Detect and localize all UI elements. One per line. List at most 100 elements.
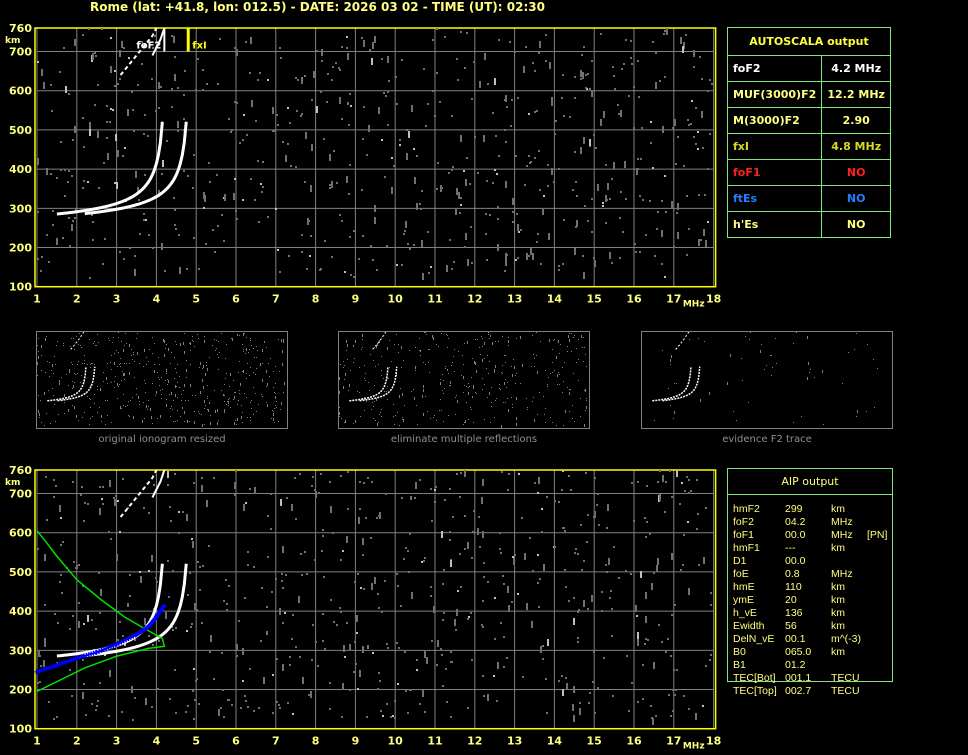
noise-dot	[665, 481, 667, 483]
noise-dot	[136, 338, 137, 339]
noise-dot	[605, 195, 607, 202]
noise-dot	[114, 381, 115, 382]
noise-dot	[99, 407, 100, 408]
noise-dot	[183, 118, 185, 120]
aip-cell: B0	[733, 646, 746, 658]
noise-dot	[165, 612, 167, 619]
noise-dot	[120, 406, 121, 409]
noise-dot	[221, 333, 222, 334]
noise-dot	[453, 261, 455, 263]
noise-dot	[297, 79, 299, 81]
noise-dot	[578, 339, 579, 340]
noise-dot	[152, 383, 153, 384]
noise-dot	[479, 546, 481, 548]
noise-dot	[415, 482, 417, 489]
param-label: fxI	[726, 133, 823, 160]
noise-dot	[517, 593, 519, 595]
noise-dot	[183, 170, 185, 172]
noise-dot	[568, 475, 570, 477]
noise-dot	[544, 414, 545, 415]
noise-dot	[84, 412, 85, 413]
noise-dot	[225, 579, 227, 581]
noise-dot	[709, 392, 710, 395]
noise-dot	[64, 394, 65, 397]
param-label: M(3000)F2	[726, 107, 823, 134]
noise-dot	[653, 572, 655, 574]
noise-dot	[528, 155, 530, 157]
noise-dot	[333, 621, 335, 623]
noise-dot	[158, 82, 160, 89]
noise-dot	[107, 415, 108, 416]
noise-dot	[139, 233, 141, 235]
noise-dot	[340, 559, 342, 561]
noise-dot	[92, 239, 94, 241]
x-tick-label: 2	[73, 735, 81, 748]
noise-dot	[415, 370, 416, 371]
noise-dot	[103, 381, 104, 382]
noise-dot	[116, 554, 118, 561]
noise-dot	[315, 641, 317, 643]
noise-dot	[218, 709, 220, 716]
aip-cell: 002.7	[785, 685, 812, 697]
noise-dot	[177, 397, 178, 398]
noise-dot	[226, 609, 228, 611]
noise-dot	[251, 100, 253, 107]
noise-dot	[267, 383, 268, 386]
noise-dot	[443, 612, 445, 614]
noise-dot	[261, 587, 263, 589]
noise-dot	[450, 381, 451, 384]
noise-dot	[278, 421, 279, 422]
noise-dot	[220, 707, 222, 709]
noise-dot	[393, 165, 395, 167]
noise-dot	[594, 260, 596, 267]
noise-dot	[650, 142, 652, 144]
noise-dot	[272, 130, 274, 132]
noise-dot	[348, 124, 350, 126]
noise-dot	[609, 252, 611, 259]
noise-dot	[312, 624, 314, 626]
aip-cell: hmF1	[733, 542, 760, 554]
noise-dot	[583, 137, 585, 144]
noise-dot	[321, 60, 323, 62]
noise-dot	[655, 715, 657, 717]
noise-dot	[451, 365, 452, 366]
noise-dot	[115, 376, 116, 377]
noise-dot	[45, 338, 46, 341]
noise-dot	[174, 357, 175, 358]
noise-dot	[532, 570, 534, 572]
noise-dot	[62, 237, 64, 239]
noise-dot	[122, 371, 123, 372]
noise-dot	[186, 514, 188, 521]
noise-dot	[646, 485, 648, 487]
noise-dot	[273, 411, 274, 412]
noise-dot	[637, 632, 639, 639]
noise-dot	[110, 66, 112, 73]
noise-dot	[395, 415, 396, 416]
aip-cell: 00.1	[785, 633, 806, 645]
noise-dot	[610, 590, 612, 592]
noise-dot	[353, 671, 355, 673]
aip-cell: km	[831, 607, 845, 619]
noise-dot	[295, 518, 297, 520]
noise-dot	[534, 419, 535, 422]
noise-dot	[82, 585, 84, 587]
noise-dot	[378, 107, 380, 114]
noise-dot	[543, 396, 544, 397]
noise-dot	[73, 385, 74, 388]
noise-dot	[448, 373, 449, 374]
noise-dot	[264, 341, 265, 342]
noise-dot	[822, 370, 823, 373]
noise-dot	[209, 403, 210, 404]
noise-dot	[250, 340, 251, 341]
y-tick-label: 500	[9, 566, 32, 579]
noise-dot	[657, 481, 659, 483]
noise-dot	[321, 550, 323, 552]
noise-dot	[243, 370, 244, 373]
param-value: 4.2 MHz	[821, 55, 891, 82]
x-tick-label: 11	[427, 735, 442, 748]
noise-dot	[238, 620, 240, 622]
noise-dot	[425, 125, 427, 127]
aip-row: foF2 04.2 MHz	[733, 516, 887, 529]
noise-dot	[397, 683, 399, 685]
noise-dot	[583, 337, 584, 338]
